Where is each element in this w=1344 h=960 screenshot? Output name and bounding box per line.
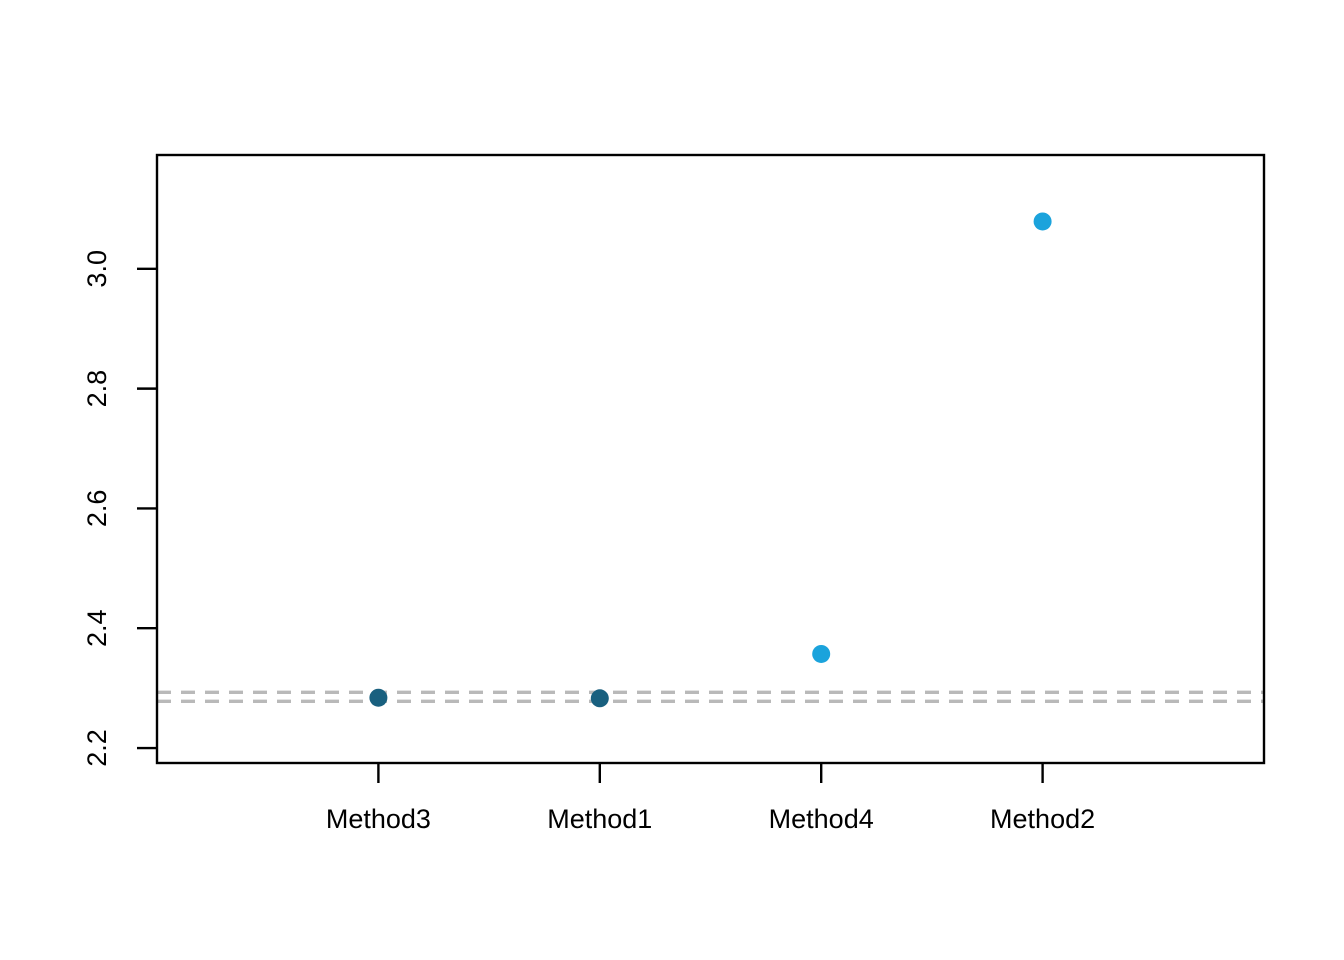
data-point-method1 (590, 689, 609, 708)
x-axis-label-method4: Method4 (769, 804, 874, 834)
x-axis-label-method2: Method2 (990, 804, 1095, 834)
y-axis-tick-label-2.6: 2.6 (82, 490, 112, 528)
x-axis-label-method1: Method1 (547, 804, 652, 834)
x-axis-label-method3: Method3 (326, 804, 431, 834)
y-axis-tick-label-2.2: 2.2 (82, 729, 112, 767)
data-point-method3 (369, 688, 388, 707)
data-point-method2 (1033, 212, 1052, 231)
y-axis-tick-label-2.4: 2.4 (82, 609, 112, 647)
reference-lines-layer (157, 690, 1264, 704)
axis-labels-layer: 2.2 2.4 2.6 2.8 3.0 Method3 Method1 Method4 Meth… (82, 250, 1095, 834)
plot-border-box (155, 153, 1266, 765)
data-points-layer (369, 212, 1052, 708)
data-point-method4 (812, 644, 831, 663)
y-axis-tick-label-2.8: 2.8 (82, 370, 112, 408)
axes-layer (137, 153, 1266, 783)
y-axis-tick-label-3.0: 3.0 (82, 250, 112, 288)
